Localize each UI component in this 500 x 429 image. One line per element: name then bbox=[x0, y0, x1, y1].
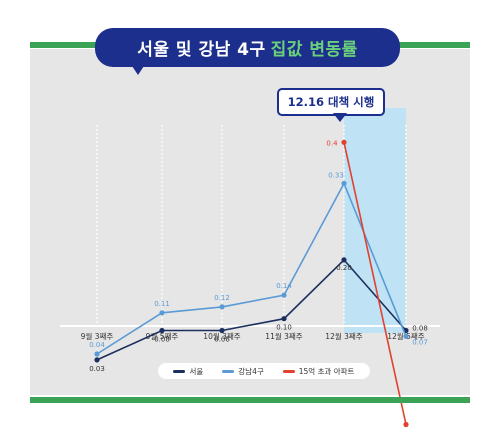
data-label-0-0: 0.03 bbox=[89, 365, 105, 373]
data-label-0-1: 0.08 bbox=[154, 336, 170, 344]
series-line-0 bbox=[96, 258, 407, 361]
x-tick-label-3: 11월 3째주 bbox=[265, 331, 302, 341]
series-0-point-1 bbox=[159, 327, 165, 334]
series-0-point-2 bbox=[219, 327, 225, 334]
legend-label-gangnam: 강남4구 bbox=[238, 366, 264, 376]
legend-item-seoul: 서울 bbox=[173, 366, 203, 377]
policy-callout-tail bbox=[333, 113, 347, 122]
policy-callout-text: 12.16 대책 시행 bbox=[287, 95, 375, 109]
series-1-point-0 bbox=[94, 351, 100, 357]
x-tick-label-4: 12월 3째주 bbox=[325, 331, 362, 341]
series-1-point-2 bbox=[219, 304, 225, 310]
data-label-0-4: 0.20 bbox=[336, 264, 352, 272]
series-1-point-3 bbox=[281, 292, 287, 298]
series-1-point-4 bbox=[341, 180, 347, 187]
legend-swatch-seoul bbox=[173, 369, 186, 373]
data-label-1-3: 0.14 bbox=[276, 282, 292, 290]
legend-swatch-gangnam bbox=[222, 369, 235, 373]
series-2-point-4 bbox=[341, 139, 347, 145]
series-line-1 bbox=[96, 181, 407, 355]
series-0-point-0 bbox=[94, 357, 100, 363]
x-tick-label-1: 9월 5째주 bbox=[146, 331, 179, 341]
data-label-1-0: 0.04 bbox=[89, 341, 105, 349]
title-banner-tail bbox=[130, 63, 146, 75]
chart-title-main: 서울 및 강남 4구 bbox=[137, 40, 266, 60]
series-0-point-3 bbox=[281, 316, 287, 322]
data-label-1-1: 0.11 bbox=[154, 300, 170, 308]
chart-legend: 서울 강남4구 15억 초과 아파트 bbox=[158, 363, 370, 379]
series-0-point-4 bbox=[341, 257, 347, 263]
x-tick-label-0: 9월 3째주 bbox=[81, 331, 114, 341]
data-label-1-5: 0.07 bbox=[412, 338, 428, 346]
data-label-0-2: 0.08 bbox=[214, 336, 230, 344]
legend-item-gangnam: 강남4구 bbox=[222, 366, 264, 377]
data-label-1-2: 0.12 bbox=[214, 294, 230, 302]
legend-label-over15: 15억 초과 아파트 bbox=[298, 366, 355, 376]
chart-title-highlight: 집값 변동률 bbox=[270, 40, 358, 60]
data-label-0-5: 0.08 bbox=[412, 325, 428, 333]
series-line-2 bbox=[343, 142, 407, 425]
series-1-point-1 bbox=[159, 310, 165, 316]
chart-title-banner: 서울 및 강남 4구 집값 변동률 bbox=[95, 28, 400, 67]
legend-item-over15: 15억 초과 아파트 bbox=[282, 366, 355, 377]
legend-label-seoul: 서울 bbox=[189, 366, 204, 376]
x-tick-label-2: 10월 3째주 bbox=[203, 331, 240, 341]
data-label-0-3: 0.10 bbox=[276, 324, 292, 332]
legend-swatch-over15 bbox=[282, 369, 295, 373]
series-1-point-5 bbox=[403, 333, 409, 339]
data-label-1-4: 0.33 bbox=[328, 172, 344, 180]
policy-callout: 12.16 대책 시행 bbox=[277, 88, 385, 116]
bottom-green-stripe bbox=[30, 397, 470, 403]
data-label-2-4: 0.4 bbox=[326, 139, 338, 147]
series-2-point-5 bbox=[403, 421, 409, 428]
